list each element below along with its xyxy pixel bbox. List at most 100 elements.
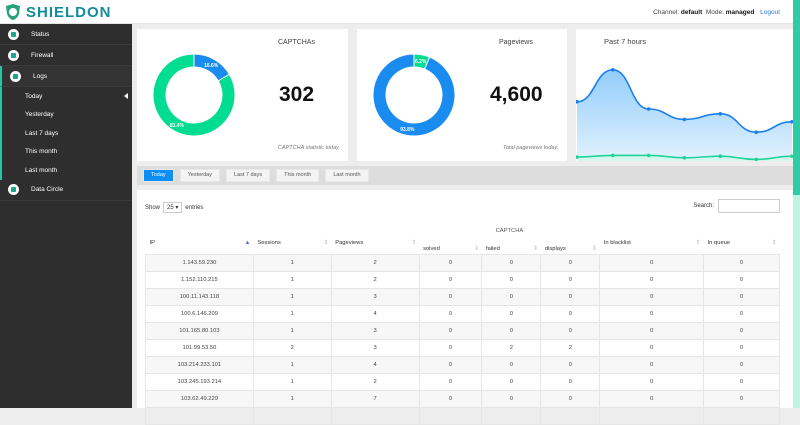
data-point[interactable] — [754, 157, 758, 161]
sidebar-subitem-last-7-days[interactable]: Last 7 days — [0, 124, 132, 143]
table-cell: 103.245.193.214 — [145, 373, 254, 391]
table-cell: 0 — [703, 390, 780, 408]
column-header[interactable]: In queue ⇕ — [704, 238, 780, 255]
top-header: SHIELDON Channel: default Mode: managed … — [0, 0, 800, 24]
table-cell — [252, 407, 332, 425]
table-cell: 1 — [252, 254, 332, 272]
column-header[interactable]: In blacklist ⇕ — [600, 238, 704, 255]
channel-label: Channel: — [653, 9, 680, 16]
table-row: 103.62.49.229 1 7 0 0 0 0 0 — [145, 390, 780, 408]
column-header[interactable]: Pageviews ⇕ — [331, 238, 419, 255]
table-cell: 0 — [481, 390, 542, 408]
table-row: 1.152.110.215 1 2 0 0 0 0 0 — [145, 271, 780, 289]
past-hours-card: Past 7 hours — [576, 29, 793, 161]
table-cell: 0 — [540, 356, 601, 374]
column-header[interactable]: solved ⇕ — [419, 238, 482, 255]
series-area — [577, 69, 792, 161]
table-cell: 0 — [703, 271, 780, 289]
data-point[interactable] — [576, 155, 579, 159]
table-cell: 0 — [540, 373, 601, 391]
tab-today[interactable]: Today — [143, 169, 174, 182]
table-row: 101.99.53.50 2 3 0 2 2 0 0 — [145, 339, 780, 357]
sidebar-item-firewall[interactable]: Firewall — [0, 45, 132, 66]
table-cell: 101.165.80.103 — [145, 322, 254, 340]
data-point[interactable] — [611, 68, 615, 72]
table-row — [145, 407, 780, 425]
page-scrollbar[interactable] — [793, 0, 800, 408]
logo[interactable]: SHIELDON — [4, 3, 112, 21]
table-cell: 1 — [252, 322, 332, 340]
mode-label: Mode: — [705, 9, 724, 16]
search-label: Search: — [693, 203, 714, 209]
data-point[interactable] — [682, 117, 687, 122]
sidebar-subitem-today[interactable]: Today — [0, 87, 132, 106]
donut-slice[interactable] — [372, 53, 456, 137]
sidebar-item-logs[interactable]: Logs — [0, 66, 132, 87]
sidebar-subitem-yesterday[interactable]: Yesterday — [0, 105, 132, 124]
data-point[interactable] — [790, 120, 793, 124]
table-cell: 0 — [599, 305, 705, 323]
entries-length: Show 25 ▾ entries — [145, 202, 203, 213]
mode-value: managed — [725, 9, 755, 16]
table-cell: 0 — [599, 271, 705, 289]
table-cell: 0 — [418, 339, 483, 357]
brand-name: SHIELDON — [26, 3, 112, 21]
entries-select[interactable]: 25 ▾ — [163, 202, 183, 213]
tab-yesterday[interactable]: Yesterday — [179, 169, 220, 182]
sidebar-item-data-circle[interactable]: Data Circle — [0, 180, 132, 201]
sidebar-item-status[interactable]: Status — [0, 24, 132, 45]
table-cell: 0 — [540, 288, 601, 306]
show-label: Show — [145, 204, 161, 211]
table-cell: 1.143.59.230 — [145, 254, 254, 272]
column-header-label: solved — [423, 246, 440, 252]
table-cell — [481, 407, 542, 425]
table-cell: 0 — [703, 254, 780, 272]
subitem-label: This month — [25, 148, 58, 156]
search-input[interactable] — [718, 199, 780, 213]
data-point[interactable] — [682, 156, 687, 160]
subitem-label: Today — [25, 92, 43, 100]
tab-last-month[interactable]: Last month — [325, 169, 369, 182]
table-cell: 0 — [481, 288, 542, 306]
data-point[interactable] — [718, 154, 723, 158]
table-cell: 3 — [330, 339, 420, 357]
column-header[interactable]: IP ▲ — [146, 238, 254, 255]
data-point[interactable] — [790, 154, 793, 158]
donut-slice[interactable] — [152, 53, 236, 137]
log-table-card: Show 25 ▾ entries Search: CAPTCHA IP ▲ Sessi… — [137, 190, 793, 425]
table-cell: 100.6.146.209 — [145, 305, 254, 323]
data-point[interactable] — [754, 130, 758, 134]
fire-icon — [8, 49, 19, 61]
table-cell: 0 — [703, 288, 780, 306]
sort-icon: ⇕ — [474, 246, 479, 252]
shield-logo-icon — [6, 4, 20, 20]
logout-link[interactable]: Logout — [760, 9, 780, 16]
tab-last-7-days[interactable]: Last 7 days — [225, 169, 271, 182]
data-point[interactable] — [576, 100, 579, 104]
table-cell: 2 — [330, 373, 420, 391]
subitem-label: Last month — [25, 166, 58, 174]
column-header[interactable]: Sessions ⇕ — [253, 238, 331, 255]
slice-label: 16.6% — [204, 63, 219, 69]
column-header-label: In blacklist — [603, 240, 631, 246]
sort-icon: ⇕ — [591, 246, 597, 252]
tab-this-month[interactable]: This month — [276, 169, 320, 182]
column-header-label: Pageviews — [335, 240, 364, 246]
sidebar-subitem-this-month[interactable]: This month — [0, 142, 132, 161]
column-header[interactable]: displays ⇕ — [541, 238, 600, 255]
data-point[interactable] — [646, 107, 651, 111]
data-point[interactable] — [718, 112, 723, 116]
table-cell: 0 — [540, 305, 601, 323]
table-cell: 0 — [540, 390, 601, 408]
card-note: CAPTCHA statistic today. — [278, 145, 341, 151]
table-cell: 4 — [330, 305, 420, 323]
table-cell: 0 — [418, 288, 483, 306]
table-cell — [145, 407, 254, 425]
data-point[interactable] — [646, 153, 651, 158]
column-header[interactable]: failed ⇕ — [482, 238, 541, 255]
data-point[interactable] — [611, 153, 615, 158]
column-header-label: IP — [149, 240, 155, 246]
sidebar-subitem-last-month[interactable]: Last month — [0, 161, 132, 180]
pageviews-card: 6.2% 93.8% Pageviews 4,600 Total pageview… — [357, 29, 567, 161]
table-cell: 0 — [599, 373, 705, 391]
